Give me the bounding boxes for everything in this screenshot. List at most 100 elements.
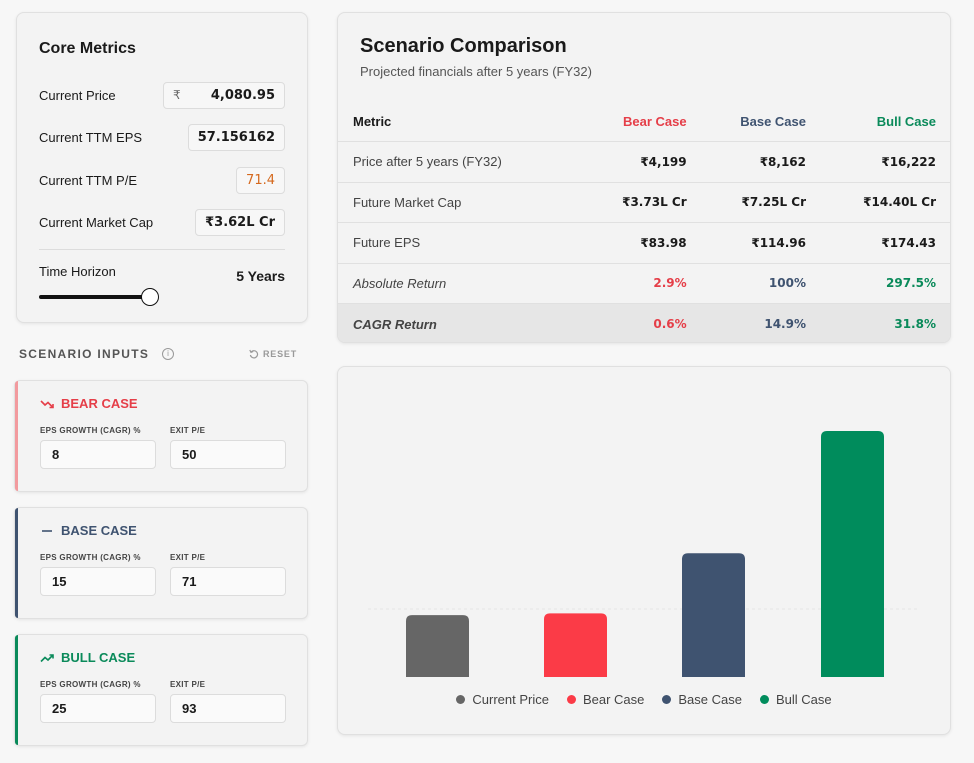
row-metric: CAGR Return	[338, 303, 584, 342]
trending-up-icon	[40, 653, 54, 662]
row-base: 100%	[700, 262, 820, 304]
ttm-pe-value: 71.4	[236, 166, 285, 194]
bull-case-card: BULL CASE EPS GROWTH (CAGR) % EXIT P/E 2…	[14, 634, 308, 746]
scenario-inputs-title: SCENARIO INPUTS	[19, 347, 150, 361]
row-base: ₹8,162	[700, 141, 820, 182]
reset-icon	[249, 349, 259, 359]
table-header-row: Metric Bear Case Base Case Bull Case	[338, 101, 950, 142]
base-case-title: BASE CASE	[61, 523, 137, 538]
col-header-bull: Bull Case	[876, 113, 936, 129]
core-metrics-title: Core Metrics	[39, 40, 136, 57]
ttm-pe-row: Current TTM P/E 71.4	[39, 166, 285, 194]
row-bear: 2.9%	[583, 262, 701, 304]
scenario-comparison-card: Scenario Comparison Projected financials…	[337, 12, 951, 343]
legend-dot-icon	[456, 695, 466, 704]
bar-base-case[interactable]	[682, 553, 745, 677]
time-horizon-label: Time Horizon	[39, 264, 116, 279]
table-row: Absolute Return 2.9% 100% 297.5%	[338, 262, 950, 304]
time-horizon-slider-thumb[interactable]	[141, 288, 159, 306]
legend-dot-icon	[566, 695, 576, 704]
row-bear: ₹3.73L Cr	[583, 181, 701, 223]
col-header-metric: Metric	[353, 113, 392, 129]
base-case-accent	[15, 508, 18, 618]
bear-exit-pe-input[interactable]: 50	[170, 440, 286, 469]
row-bull: ₹14.40L Cr	[820, 181, 950, 223]
market-cap-value: ₹3.62L Cr	[195, 208, 285, 236]
dash-icon	[42, 529, 52, 532]
row-metric: Future Market Cap	[338, 181, 584, 223]
row-bull: ₹174.43	[820, 222, 950, 263]
row-bull: 31.8%	[820, 303, 950, 342]
row-base: ₹7.25L Cr	[700, 181, 820, 223]
comparison-table: Metric Bear Case Base Case Bull Case Pri…	[338, 101, 950, 342]
row-metric: Price after 5 years (FY32)	[338, 141, 584, 182]
chart-legend: Current Price Bear Case Base Case Bull Case	[338, 692, 950, 707]
trending-down-icon	[40, 399, 54, 408]
bull-exit-pe-input[interactable]: 93	[170, 694, 286, 723]
bull-case-accent	[15, 635, 18, 745]
ttm-eps-row: Current TTM EPS 57.156162	[39, 123, 285, 151]
base-case-card: BASE CASE EPS GROWTH (CAGR) % EXIT P/E 1…	[14, 507, 308, 619]
base-exit-pe-input[interactable]: 71	[170, 567, 286, 596]
row-base: ₹114.96	[700, 222, 820, 263]
reset-label: RESET	[263, 349, 298, 359]
legend-label: Bull Case	[775, 692, 832, 707]
current-price-input[interactable]: ₹ 4,080.95	[163, 81, 285, 109]
bull-exit-pe-label: EXIT P/E	[170, 680, 206, 689]
row-bull: 297.5%	[820, 262, 950, 304]
reset-button[interactable]: RESET	[249, 349, 297, 359]
legend-item[interactable]: Base Case	[662, 692, 742, 707]
bull-eps-growth-input[interactable]: 25	[40, 694, 156, 723]
bar-bear-case[interactable]	[544, 613, 607, 677]
bull-eps-growth-label: EPS GROWTH (CAGR) %	[40, 680, 141, 689]
col-header-base: Base Case	[740, 113, 806, 129]
ttm-pe-label: Current TTM P/E	[39, 172, 138, 188]
bear-case-title: BEAR CASE	[61, 396, 138, 411]
bar-bull-case[interactable]	[821, 431, 884, 677]
comparison-title: Scenario Comparison	[360, 35, 567, 57]
bear-eps-growth-input[interactable]: 8	[40, 440, 156, 469]
bear-case-card: BEAR CASE EPS GROWTH (CAGR) % EXIT P/E 8…	[14, 380, 308, 492]
bear-case-accent	[15, 381, 18, 491]
base-eps-growth-label: EPS GROWTH (CAGR) %	[40, 553, 141, 562]
legend-dot-icon	[662, 695, 672, 704]
price-chart-card: Current Price Bear Case Base Case Bull Case	[337, 366, 951, 735]
legend-dot-icon	[759, 695, 769, 704]
current-price-row: Current Price ₹ 4,080.95	[39, 81, 285, 109]
bull-case-title: BULL CASE	[61, 650, 136, 665]
table-row: Future Market Cap ₹3.73L Cr ₹7.25L Cr ₹1…	[338, 181, 950, 223]
info-icon[interactable]: i	[162, 348, 174, 360]
table-row: Price after 5 years (FY32) ₹4,199 ₹8,162…	[338, 141, 950, 182]
legend-item[interactable]: Bear Case	[566, 692, 645, 707]
ttm-eps-value: 57.156162	[187, 123, 285, 151]
bear-exit-pe-label: EXIT P/E	[170, 426, 206, 435]
legend-item[interactable]: Bull Case	[759, 692, 832, 707]
row-base: 14.9%	[700, 303, 820, 342]
bear-case-header: BEAR CASE	[40, 396, 138, 411]
row-bear: 0.6%	[583, 303, 701, 342]
market-cap-label: Current Market Cap	[39, 214, 154, 230]
core-metrics-card: Core Metrics Current Price ₹ 4,080.95 Cu…	[16, 12, 308, 323]
current-price-label: Current Price	[39, 87, 116, 103]
divider	[39, 249, 285, 250]
rupee-icon: ₹	[173, 88, 181, 102]
row-bull: ₹16,222	[820, 141, 950, 182]
legend-label: Base Case	[678, 692, 742, 707]
ttm-eps-label: Current TTM EPS	[39, 129, 143, 145]
row-bear: ₹4,199	[583, 141, 701, 182]
current-price-value: 4,080.95	[210, 87, 275, 103]
legend-item[interactable]: Current Price	[456, 692, 549, 707]
row-bear: ₹83.98	[583, 222, 701, 263]
base-eps-growth-input[interactable]: 15	[40, 567, 156, 596]
time-horizon-slider-track[interactable]	[39, 295, 151, 299]
legend-label: Bear Case	[582, 692, 645, 707]
legend-label: Current Price	[472, 692, 549, 707]
price-bar-chart	[368, 431, 920, 677]
row-metric: Absolute Return	[338, 262, 584, 304]
market-cap-row: Current Market Cap ₹3.62L Cr	[39, 208, 285, 236]
bar-current-price[interactable]	[406, 615, 469, 677]
base-case-header: BASE CASE	[40, 523, 137, 538]
bull-case-header: BULL CASE	[40, 650, 135, 665]
comparison-subtitle: Projected financials after 5 years (FY32…	[360, 64, 592, 79]
table-row: CAGR Return 0.6% 14.9% 31.8%	[338, 303, 950, 342]
